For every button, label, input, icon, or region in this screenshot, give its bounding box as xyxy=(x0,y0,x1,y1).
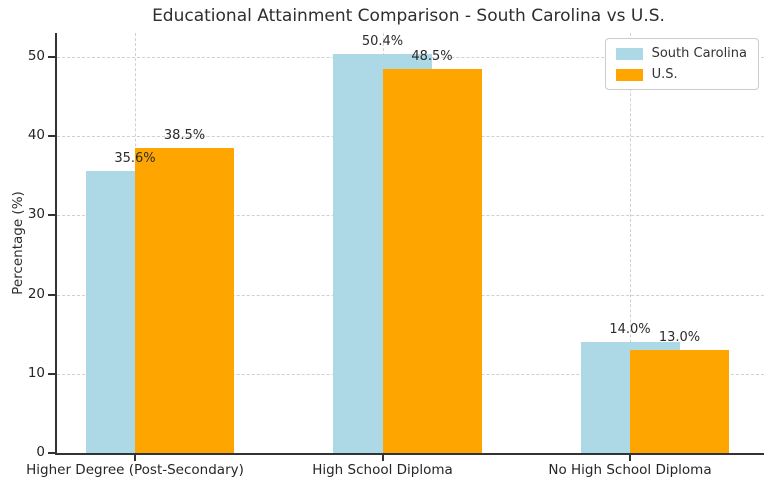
y-axis-tick-label-20: 20 xyxy=(27,285,45,302)
value-label-u-s-2: 13.0% xyxy=(658,329,701,345)
y-axis-tick-label-0: 0 xyxy=(36,444,45,460)
bar-u-s-0 xyxy=(135,147,234,453)
y-axis-tick-40 xyxy=(48,135,55,138)
legend-swatch-south-carolina xyxy=(615,47,643,60)
legend-item-south-carolina: South Carolina xyxy=(615,46,747,61)
x-axis-tick-label-0: Higher Degree (Post-Secondary) xyxy=(26,462,244,478)
value-label-u-s-0: 38.5% xyxy=(163,127,206,143)
gridline-x-2 xyxy=(630,33,631,453)
legend-label-south-carolina: South Carolina xyxy=(651,46,747,61)
y-axis-tick-label-50: 50 xyxy=(27,47,45,64)
value-label-south-carolina-1: 50.4% xyxy=(361,33,404,49)
x-axis-tick-label-1: High School Diploma xyxy=(312,462,453,478)
legend-item-us: U.S. xyxy=(615,67,747,82)
plot-area: 0 10 20 30 40 50 Higher Degree (Post-Secondary… xyxy=(26,33,764,478)
bar-u-s-1 xyxy=(382,68,482,453)
legend-swatch-us xyxy=(615,68,643,81)
x-axis-tick-1 xyxy=(381,455,384,461)
value-label-south-carolina-2: 14.0% xyxy=(609,322,651,338)
y-axis-tick-0 xyxy=(48,452,55,454)
y-axis-tick-label-40: 40 xyxy=(27,127,45,144)
y-axis-tick-10 xyxy=(48,372,55,375)
x-axis-tick-label-2: No High School Diploma xyxy=(548,462,712,478)
chart-title: Educational Attainment Comparison - Sout… xyxy=(152,6,665,26)
y-axis-tick-30 xyxy=(48,214,55,217)
legend: South Carolina U.S. xyxy=(604,38,759,90)
y-axis-tick-label-10: 10 xyxy=(27,364,45,381)
x-axis-tick-2 xyxy=(629,455,631,461)
y-axis-tick-50 xyxy=(48,55,55,58)
y-axis-tick-label-30: 30 xyxy=(27,206,45,223)
value-label-u-s-1: 48.5% xyxy=(411,48,453,64)
legend-label-us: U.S. xyxy=(651,67,678,82)
value-label-south-carolina-0: 35.6% xyxy=(114,150,156,166)
y-axis-tick-20 xyxy=(48,293,55,296)
x-axis-tick-0 xyxy=(134,455,136,461)
bar-u-s-2 xyxy=(630,349,729,453)
